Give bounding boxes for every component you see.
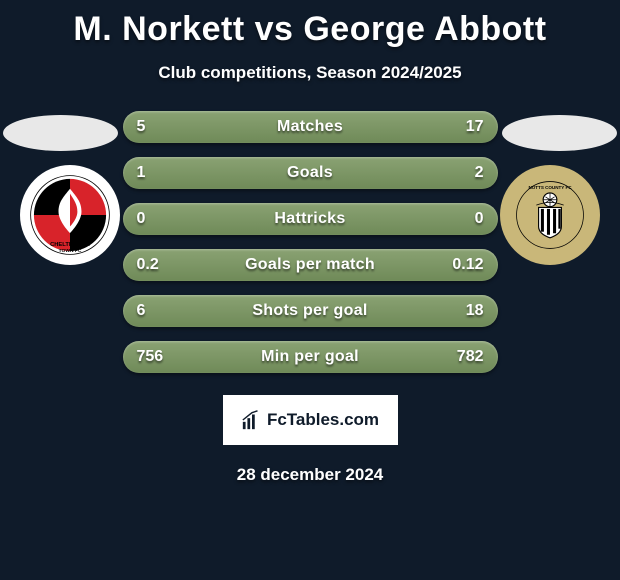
stat-right-value: 18 bbox=[466, 302, 484, 320]
stat-label: Matches bbox=[277, 118, 343, 136]
stat-row: 1 Goals 2 bbox=[123, 157, 498, 189]
branding-box: FcTables.com bbox=[223, 395, 398, 445]
notts-county-badge-icon: NOTTS COUNTY FC bbox=[512, 177, 588, 253]
svg-text:CHELTENHAM: CHELTENHAM bbox=[50, 242, 90, 248]
stat-left-value: 5 bbox=[137, 118, 146, 136]
branding-text: FcTables.com bbox=[267, 410, 379, 430]
stat-right-value: 0 bbox=[475, 210, 484, 228]
stat-row: 756 Min per goal 782 bbox=[123, 341, 498, 373]
stat-left-value: 1 bbox=[137, 164, 146, 182]
cheltenham-badge-icon: CHELTENHAM TOWN FC bbox=[29, 174, 111, 256]
stat-label: Goals bbox=[287, 164, 333, 182]
right-team-badge: NOTTS COUNTY FC bbox=[500, 165, 600, 265]
stat-left-value: 756 bbox=[137, 348, 164, 366]
fctables-logo-icon bbox=[241, 409, 263, 431]
stat-label: Min per goal bbox=[261, 348, 359, 366]
stat-row: 0 Hattricks 0 bbox=[123, 203, 498, 235]
page-subtitle: Club competitions, Season 2024/2025 bbox=[0, 63, 620, 83]
stat-left-value: 6 bbox=[137, 302, 146, 320]
stat-label: Goals per match bbox=[245, 256, 375, 274]
svg-text:TOWN FC: TOWN FC bbox=[59, 248, 82, 254]
stat-row: 5 Matches 17 bbox=[123, 111, 498, 143]
stat-right-value: 17 bbox=[466, 118, 484, 136]
left-player-ellipse bbox=[3, 115, 118, 151]
stat-rows: 5 Matches 17 1 Goals 2 0 Hattricks 0 0.2… bbox=[123, 111, 498, 373]
stat-row: 0.2 Goals per match 0.12 bbox=[123, 249, 498, 281]
left-team-badge: CHELTENHAM TOWN FC bbox=[20, 165, 120, 265]
stat-right-value: 782 bbox=[457, 348, 484, 366]
stat-label: Hattricks bbox=[274, 210, 345, 228]
svg-text:NOTTS COUNTY FC: NOTTS COUNTY FC bbox=[528, 185, 572, 190]
stat-row: 6 Shots per goal 18 bbox=[123, 295, 498, 327]
stat-left-value: 0 bbox=[137, 210, 146, 228]
stat-label: Shots per goal bbox=[252, 302, 367, 320]
page-title: M. Norkett vs George Abbott bbox=[0, 0, 620, 49]
stat-right-value: 0.12 bbox=[452, 256, 483, 274]
date-text: 28 december 2024 bbox=[0, 465, 620, 485]
right-player-ellipse bbox=[502, 115, 617, 151]
stat-left-value: 0.2 bbox=[137, 256, 159, 274]
comparison-content: CHELTENHAM TOWN FC NOTTS COUNTY FC 5 Mat… bbox=[0, 111, 620, 485]
stat-right-value: 2 bbox=[475, 164, 484, 182]
